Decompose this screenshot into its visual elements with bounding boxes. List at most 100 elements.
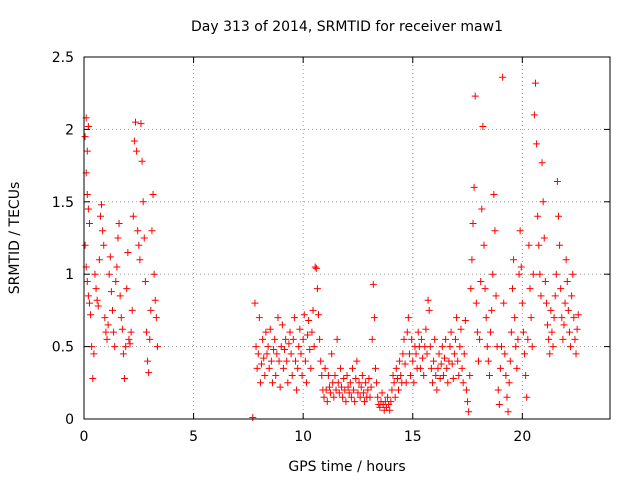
- data-point: [140, 234, 148, 242]
- data-point: [261, 372, 269, 380]
- data-point: [503, 393, 511, 401]
- data-point: [529, 270, 537, 278]
- data-point: [139, 198, 147, 206]
- data-point: [467, 285, 475, 293]
- data-point: [145, 369, 153, 377]
- data-point: [313, 285, 321, 293]
- data-point: [129, 212, 137, 220]
- data-point: [276, 383, 284, 391]
- data-point: [446, 343, 454, 351]
- data-point: [310, 343, 318, 351]
- data-point: [249, 414, 257, 422]
- data-point: [101, 314, 109, 322]
- data-point: [531, 79, 539, 87]
- data-point: [400, 335, 408, 343]
- data-point: [333, 335, 341, 343]
- data-point: [85, 220, 93, 228]
- data-point: [574, 311, 582, 319]
- data-point: [438, 343, 446, 351]
- axis-ticks: 0 5 10 15 20 0 0.5 1 1.5 2 2.5: [52, 50, 610, 445]
- data-point: [93, 296, 101, 304]
- data-point: [134, 227, 142, 235]
- data-point: [255, 314, 263, 322]
- data-point: [494, 386, 502, 394]
- data-point: [359, 389, 367, 397]
- data-point: [453, 314, 461, 322]
- data-point: [534, 212, 542, 220]
- data-point: [448, 360, 456, 368]
- data-point: [121, 374, 129, 382]
- data-point: [285, 340, 293, 348]
- data-point: [330, 393, 338, 401]
- data-point: [331, 372, 339, 380]
- data-point: [124, 248, 132, 256]
- data-point: [554, 212, 562, 220]
- data-point: [351, 398, 359, 406]
- data-point: [468, 256, 476, 264]
- data-point: [516, 227, 524, 235]
- data-point: [550, 314, 558, 322]
- data-point: [506, 357, 514, 365]
- data-point: [547, 306, 555, 314]
- data-point: [96, 212, 104, 220]
- data-point: [470, 183, 478, 191]
- data-point: [561, 299, 569, 307]
- data-point: [81, 133, 89, 141]
- data-point: [408, 335, 416, 343]
- data-point: [92, 285, 100, 293]
- data-point: [263, 350, 271, 358]
- data-point: [102, 328, 110, 336]
- data-point: [483, 343, 491, 351]
- data-point: [450, 350, 458, 358]
- data-point: [128, 306, 136, 314]
- data-point: [252, 343, 260, 351]
- data-point: [461, 317, 469, 325]
- data-point: [442, 335, 450, 343]
- data-point: [481, 285, 489, 293]
- data-point: [371, 364, 379, 372]
- data-point: [473, 328, 481, 336]
- data-point: [350, 386, 358, 394]
- data-point: [427, 364, 435, 372]
- data-point: [141, 277, 149, 285]
- data-point: [265, 364, 273, 372]
- data-point: [393, 374, 401, 382]
- data-point: [273, 350, 281, 358]
- data-point: [524, 335, 532, 343]
- data-point: [527, 314, 535, 322]
- data-point: [282, 335, 290, 343]
- data-point: [370, 314, 378, 322]
- data-point: [423, 350, 431, 358]
- data-point: [430, 357, 438, 365]
- data-point: [126, 340, 134, 348]
- data-point: [308, 328, 316, 336]
- data-point: [320, 393, 328, 401]
- data-point: [357, 383, 365, 391]
- data-point: [390, 379, 398, 387]
- data-point: [517, 263, 525, 271]
- data-point: [256, 379, 264, 387]
- data-point: [95, 256, 103, 264]
- data-point: [504, 408, 512, 416]
- data-point: [262, 328, 270, 336]
- data-point: [431, 335, 439, 343]
- data-point: [365, 374, 373, 382]
- data-point: [495, 401, 503, 409]
- data-point: [556, 241, 564, 249]
- data-point: [391, 393, 399, 401]
- data-point: [549, 343, 557, 351]
- data-point: [259, 335, 267, 343]
- data-point: [278, 321, 286, 329]
- data-point: [99, 227, 107, 235]
- data-point: [437, 360, 445, 368]
- data-point: [91, 270, 99, 278]
- data-point: [352, 374, 360, 382]
- data-point: [471, 92, 479, 100]
- data-point: [397, 372, 405, 380]
- data-point: [501, 350, 509, 358]
- data-point: [563, 277, 571, 285]
- data-point: [420, 372, 428, 380]
- data-point: [284, 379, 292, 387]
- data-point: [138, 157, 146, 165]
- data-point: [315, 311, 323, 319]
